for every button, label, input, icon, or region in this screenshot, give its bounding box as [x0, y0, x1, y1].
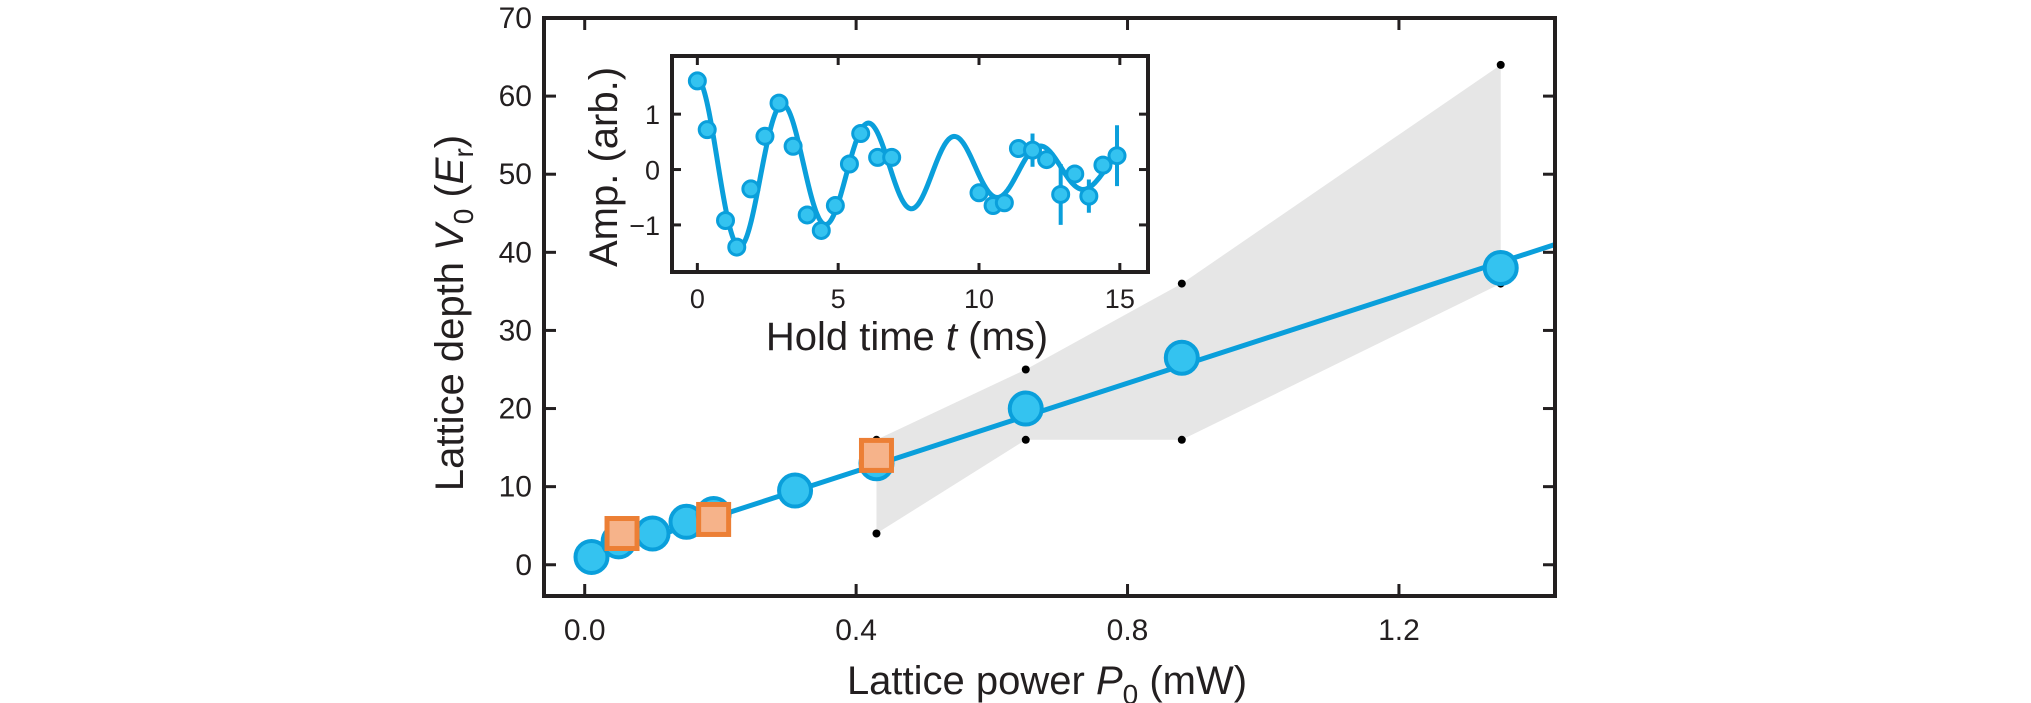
- inset-y-tick-label: −1: [629, 211, 660, 241]
- depth-point: [777, 472, 814, 509]
- fit-line: [583, 242, 1556, 562]
- inset-point: [727, 237, 747, 257]
- main-y-tick-label: 20: [499, 393, 532, 426]
- band-upper-point: [1021, 365, 1030, 374]
- main-x-tick-label: 0.4: [835, 614, 877, 647]
- inset-point: [1037, 150, 1057, 170]
- band-lower-point: [872, 529, 881, 538]
- inset-point: [1023, 140, 1043, 160]
- main-x-axis-ticks: 0.0 0.4 0.8 1.2: [564, 18, 1420, 647]
- depth-point: [1163, 339, 1200, 376]
- depth-point: [1007, 390, 1044, 427]
- inset-point: [1065, 164, 1085, 184]
- inset-data-points: [687, 71, 1127, 257]
- inset-point: [1093, 155, 1113, 175]
- inset-x-axis-label: Hold time t (ms): [766, 315, 1048, 359]
- inset-point: [839, 154, 859, 174]
- band-lower-point: [1177, 435, 1186, 444]
- inset-point: [741, 179, 761, 199]
- depth-point: [573, 538, 610, 575]
- depth-point: [634, 515, 671, 552]
- square-point: [858, 437, 894, 473]
- main-y-tick-label: 50: [499, 158, 532, 191]
- linear-fit-line: [583, 242, 1556, 562]
- band-upper-point: [1496, 60, 1505, 69]
- inset-point: [755, 126, 775, 146]
- main-x-tick-label: 0.8: [1107, 614, 1149, 647]
- inset-point: [994, 193, 1014, 213]
- main-plot-frame: [542, 16, 1557, 598]
- inset-point: [769, 93, 789, 113]
- main-y-tick-label: 60: [499, 80, 532, 113]
- inset-y-tick-label: 0: [645, 156, 660, 186]
- inset-x-axis-ticks: 0 5 10 15: [690, 56, 1135, 314]
- main-y-tick-label: 0: [515, 549, 532, 582]
- inset-point: [797, 205, 817, 225]
- band-upper-point: [1177, 279, 1186, 288]
- main-x-tick-label: 0.0: [564, 614, 606, 647]
- inset-background: [672, 56, 1148, 272]
- inset-y-tick-label: 1: [645, 100, 660, 130]
- inset-y-axis-ticks: −1 0 1: [629, 100, 1148, 241]
- inset-x-tick-label: 0: [690, 284, 705, 314]
- inset-point: [1107, 146, 1127, 166]
- inset-point: [811, 220, 831, 240]
- inset-chart: 0 5 10 15 −1 0 1 Hold time t (ms) Amp. (arb.): [582, 54, 1150, 359]
- inset-point: [825, 196, 845, 216]
- inset-plot-frame: [670, 54, 1150, 274]
- inset-x-tick-label: 10: [964, 284, 994, 314]
- main-y-tick-label: 10: [499, 471, 532, 504]
- inset-point: [1079, 186, 1099, 206]
- depth-point: [1482, 249, 1519, 286]
- band-lower-point: [1021, 435, 1030, 444]
- main-x-axis-label: Lattice power P0 (mW): [847, 659, 1247, 703]
- main-y-axis-label: Lattice depth V0 (Er): [428, 135, 479, 491]
- inset-y-axis-label: Amp. (arb.): [582, 67, 626, 267]
- inset-point: [716, 210, 736, 230]
- main-y-tick-label: 40: [499, 236, 532, 269]
- square-point: [604, 516, 640, 552]
- main-y-tick-label: 70: [499, 2, 532, 35]
- inset-point: [687, 71, 707, 91]
- inset-point: [851, 124, 871, 144]
- main-y-tick-label: 30: [499, 314, 532, 347]
- main-x-tick-label: 1.2: [1378, 614, 1420, 647]
- inset-point: [697, 120, 717, 140]
- inset-point: [1051, 184, 1071, 204]
- inset-x-tick-label: 5: [831, 284, 846, 314]
- inset-point: [783, 136, 803, 156]
- inset-point: [969, 183, 989, 203]
- inset-point: [882, 147, 902, 167]
- square-point: [696, 501, 732, 537]
- square-points: [604, 437, 894, 552]
- inset-x-tick-label: 15: [1105, 284, 1135, 314]
